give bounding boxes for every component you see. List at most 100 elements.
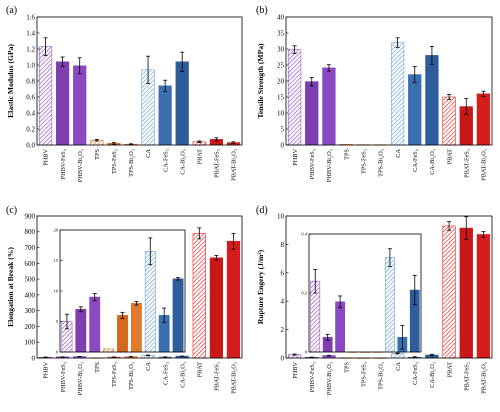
panel-a-ytick-label-2: 0.4: [26, 109, 35, 117]
panel-b-category-label-9: PBAT: [446, 149, 453, 165]
panel-c-inset: 0 5 10 15 20: [54, 228, 186, 355]
panel-d-frame: [285, 215, 493, 359]
panel-d-ytick-label-5: 10: [277, 212, 285, 220]
panel-b-category-label-2: PHBV-Bi₂O₃: [326, 149, 333, 182]
panel-d-bar-9: [442, 225, 456, 359]
panel-a-category-label-3: TPS: [94, 149, 101, 160]
panel-a-category-label-4: TPS-FeS₃: [111, 149, 118, 174]
panel-b-ytick-label-8: 40: [277, 13, 285, 21]
panel-a-ytick-label-8: 1.6: [26, 13, 35, 21]
panel-d-category-label-5: TPS-Bi₂O₃: [378, 362, 385, 390]
panel-b-bar-11: [476, 93, 491, 146]
panel-c-inset-bar-6: [144, 251, 156, 353]
panel-d-letter: (d): [256, 205, 268, 216]
panel-c-inset-ytick-label-1: 5: [56, 319, 59, 324]
panel-b-ytick-label-5: 25: [277, 61, 285, 69]
panel-b-category-label-4: TPS-FeS₃: [360, 149, 367, 174]
panel-b-bar-6: [390, 42, 405, 146]
panel-c-inset-ytick-label-2: 10: [54, 289, 59, 294]
panel-b-category-label-0: PHBV: [292, 149, 299, 166]
panel-c-category-label-0: PHBV: [43, 362, 50, 379]
panel-d-category-label-3: TPS: [343, 362, 350, 373]
panel-a-category-label-10: PBAT-FeS₃: [214, 149, 221, 178]
panel-c-category-label-7: CA-FeS₃: [162, 362, 169, 385]
panel-d-inset-bar-2: [335, 301, 346, 353]
panel-a-ytick-label-3: 0.6: [26, 93, 35, 101]
panel-c-category-label-3: TPS: [94, 362, 101, 373]
panel-b-category-label-8: CA-Bi₂O₃: [429, 149, 436, 175]
panel-c-category-label-1: PHBV-FeS₃: [60, 362, 67, 392]
panel-c-letter: (c): [6, 205, 17, 216]
panel-b-ytick-label-6: 30: [277, 45, 285, 53]
panel-a-ytick-label-5: 1.0: [26, 61, 35, 69]
panel-d-category-label-0: PHBV: [292, 362, 299, 379]
panel-d-inset-ytick-label-2: 0.4: [301, 232, 307, 237]
panel-b-ylabel: Tensile Strength (MPa): [256, 43, 265, 119]
panel-b-ytick-label-1: 5: [281, 125, 285, 133]
panel-a-ytick-label-0: 0.0: [26, 141, 35, 149]
panel-c-category-label-5: TPS-Bi₂O₃: [128, 362, 135, 390]
panel-a-category-label-8: CA-Bi₂O₃: [179, 149, 186, 175]
panel-b: 0 5 10 15 20 25 30 35 40 (b) Tensile Strength (MPa…: [256, 5, 493, 182]
panel-b-bar-7: [408, 74, 422, 146]
panel-b-bar-1: [305, 81, 319, 146]
panel-c-inset-bar-1: [75, 308, 87, 353]
panel-d-inset: 0 0.2 0.4: [301, 232, 422, 355]
panel-d-ytick-label-1: 2: [281, 326, 285, 334]
panel-a-category-label-5: TPS-Bi₂O₃: [128, 149, 135, 177]
panel-b-ytick-label-2: 10: [277, 109, 285, 117]
panel-d-ylabel: Rupture Engery (J/m²): [256, 249, 265, 324]
panel-b-bar-9: [442, 96, 456, 146]
panel-b-bar-8: [425, 55, 439, 146]
panel-a-letter: (a): [6, 5, 17, 16]
panel-c-ytick-label-5: 500: [25, 276, 36, 284]
panel-a-bar-2: [73, 65, 87, 146]
panel-d-inset-ytick-label-0: 0: [305, 350, 308, 355]
panel-c-bar-9: [192, 233, 206, 359]
panel-c-ylabel: Elongation at Break (%): [6, 247, 15, 327]
panel-b-ytick-label-0: 0: [281, 141, 285, 149]
panel-d-ytick-label-4: 8: [281, 241, 285, 249]
panel-c-ytick-label-6: 600: [25, 260, 36, 268]
panel-a-ytick-label-6: 1.2: [26, 45, 35, 53]
panel-b-category-label-3: TPS: [343, 149, 350, 160]
panel-a-ytick-label-1: 0.2: [26, 125, 35, 133]
panel-d-ytick-label-2: 4: [281, 298, 285, 306]
panel-a-bar-1: [55, 61, 70, 146]
panel-c-inset-ytick-label-3: 15: [54, 258, 59, 263]
panel-b-category-label-6: CA: [395, 149, 402, 158]
panel-a-category-label-11: PBAT-Bi₂O₃: [231, 149, 238, 181]
panel-a: 0.0 0.2 0.4 0.6 0.8 1.0 1.2 1.4 1.6 (a) Elastic Mo…: [6, 5, 243, 182]
panel-b-bar-0: [287, 49, 302, 146]
panel-c-inset-bar-2: [89, 296, 101, 353]
panel-a-ylabel: Elastic Modulus (GPa): [6, 44, 15, 118]
panel-c-bar-10: [209, 257, 223, 359]
panel-a-ytick-label-7: 1.4: [26, 29, 35, 37]
panel-c-bar-11: [226, 240, 241, 359]
panel-c-ytick-label-2: 200: [25, 323, 36, 331]
panel-c-inset-bar-4: [117, 315, 128, 353]
panel-a-category-label-1: PHBV-FeS₃: [60, 149, 67, 179]
panel-c-ytick-label-4: 400: [25, 291, 36, 299]
panel-c-ytick-label-8: 800: [25, 228, 36, 236]
panel-a-category-label-2: PHBV-Bi₂O₃: [77, 149, 84, 182]
panel-a-ytick-label-4: 0.8: [26, 77, 35, 85]
panel-c-category-label-9: PBAT: [196, 362, 203, 378]
panel-c-inset-bar-8: [172, 278, 184, 353]
panel-a-category-label-0: PHBV: [43, 149, 50, 166]
panel-d-inset-ytick-label-1: 0.2: [301, 291, 307, 296]
panel-c-ytick-label-7: 700: [25, 244, 36, 252]
panel-d: 0 2 4 6 8 10 (d) Rupture Engery (J/m²) PHBV PHBV-…: [256, 205, 493, 395]
panel-c-category-label-4: TPS-FeS₃: [111, 362, 118, 387]
panel-a-category-label-7: CA-FeS₃: [162, 149, 169, 172]
panel-b-letter: (b): [256, 5, 268, 16]
panel-c-category-label-10: PBAT-FeS₃: [214, 362, 221, 391]
panel-c-category-label-11: PBAT-Bi₂O₃: [231, 362, 238, 394]
panel-c-ytick-label-3: 300: [25, 307, 36, 315]
panel-d-category-label-4: TPS-FeS₃: [360, 362, 367, 387]
panel-c-inset-bar-5: [130, 302, 142, 353]
panel-d-category-label-2: PHBV-Bi₂O₃: [326, 362, 333, 395]
panel-d-category-label-11: PBAT-Bi₂O₃: [481, 362, 488, 394]
panel-a-category-label-6: CA: [145, 149, 152, 158]
